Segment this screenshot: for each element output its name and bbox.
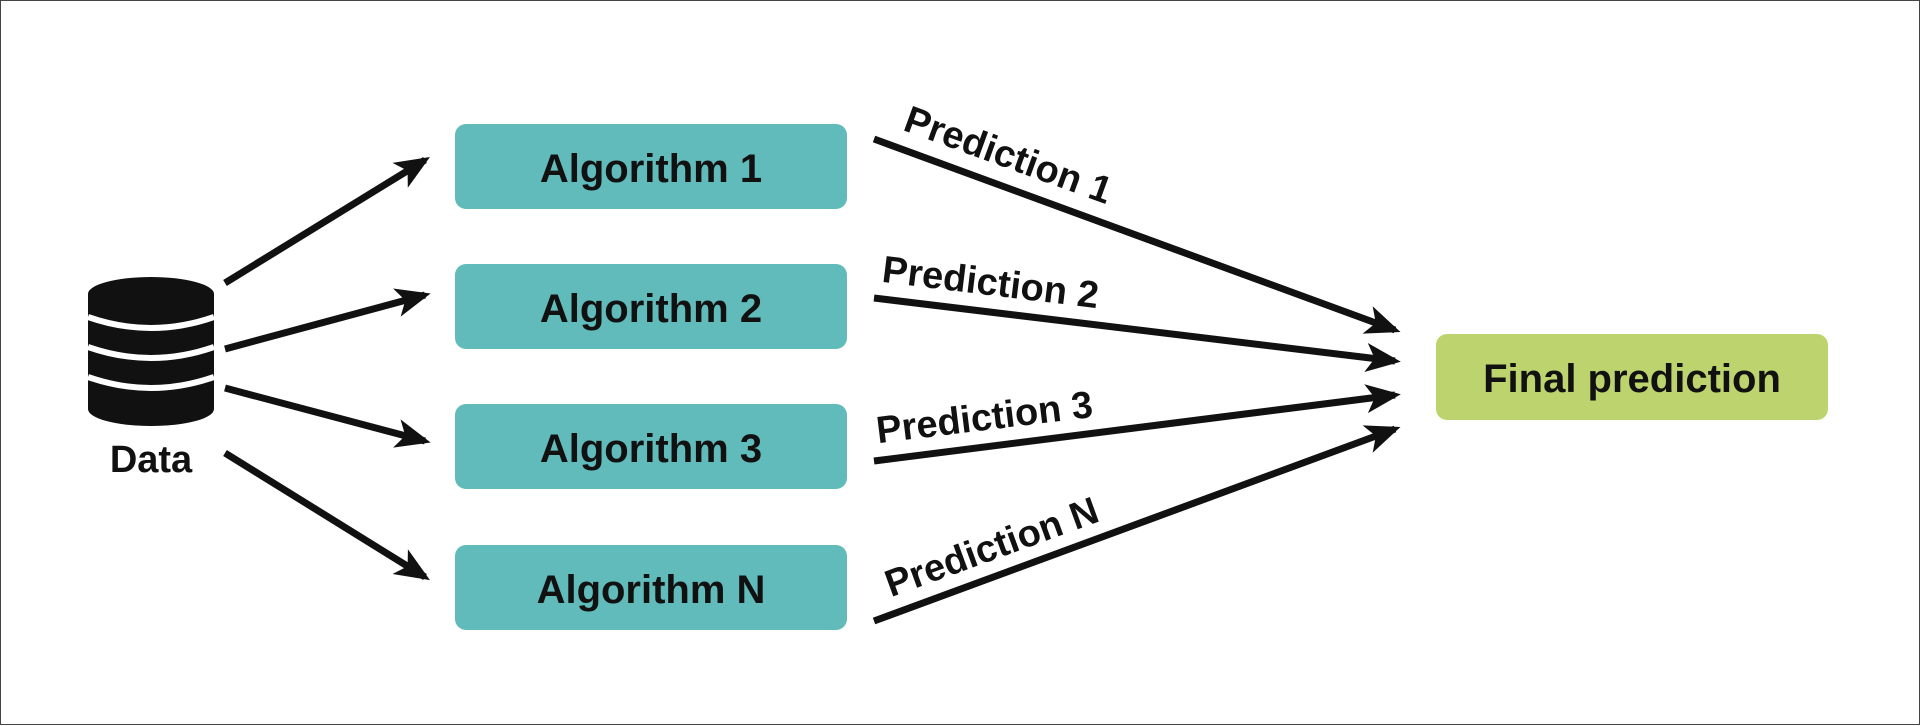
data-arrows — [223, 156, 431, 581]
database-icon — [87, 277, 215, 426]
algorithm-label: Algorithm 1 — [540, 147, 762, 191]
final-prediction-label: Final prediction — [1483, 357, 1781, 401]
arrow-prediction-2 — [873, 294, 1401, 372]
algorithm-label: Algorithm N — [537, 568, 766, 612]
algorithm-box-3: Algorithm 3 — [455, 404, 847, 489]
arrow-prediction-3 — [873, 384, 1401, 465]
algorithm-box-1: Algorithm 1 — [455, 124, 847, 209]
arrow-data-to-algorithm-n — [223, 450, 430, 581]
final-prediction-box: Final prediction — [1436, 334, 1828, 420]
arrow-data-to-algorithm-2 — [224, 288, 431, 353]
algorithm-label: Algorithm 2 — [540, 287, 762, 331]
data-label: Data — [110, 439, 193, 481]
algorithm-box-n: Algorithm N — [455, 545, 847, 630]
prediction-label-2: Prediction 2 — [880, 249, 1101, 317]
prediction-arrows — [872, 135, 1401, 625]
prediction-label-1: Prediction 1 — [899, 99, 1118, 213]
arrow-prediction-n — [872, 425, 1401, 625]
arrow-prediction-1 — [872, 135, 1401, 334]
arrow-data-to-algorithm-1 — [223, 156, 430, 286]
arrow-data-to-algorithm-3 — [224, 384, 431, 448]
prediction-label-3: Prediction 3 — [874, 384, 1095, 452]
algorithm-box-2: Algorithm 2 — [455, 264, 847, 349]
algorithm-label: Algorithm 3 — [540, 427, 762, 471]
